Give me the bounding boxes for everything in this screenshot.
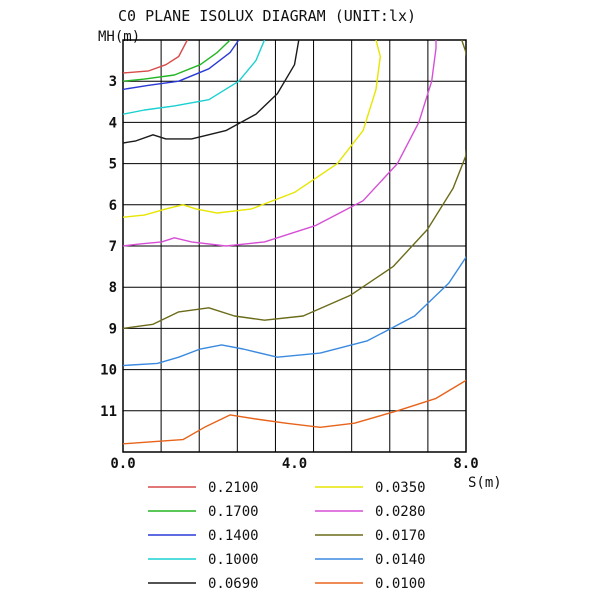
- y-tick-label: 5: [109, 157, 117, 173]
- isolux-line-0.0350: [123, 40, 381, 218]
- isolux-line-0.1400: [123, 40, 240, 91]
- legend-label: 0.0170: [375, 528, 426, 544]
- legend-label: 0.1000: [208, 552, 259, 568]
- x-tick-label: 4.0: [282, 456, 307, 472]
- isolux-line-0.0140: [123, 255, 466, 367]
- legend: 0.2100 0.1700 0.1400 0.1000 0.0690 0.0350 0.02…: [148, 480, 426, 592]
- grid: [122, 39, 467, 453]
- legend-label: 0.0690: [208, 576, 259, 592]
- x-tick-label: 0.0: [110, 456, 135, 472]
- y-tick-label: 3: [109, 74, 117, 90]
- isolux-curves: [123, 40, 466, 445]
- y-tick-label: 7: [109, 239, 117, 255]
- legend-label: 0.0280: [375, 504, 426, 520]
- isolux-line-0.0170: [123, 40, 466, 330]
- isolux-line-0.0100: [123, 379, 466, 445]
- y-tick-label: 10: [100, 363, 117, 379]
- legend-label: 0.2100: [208, 480, 259, 496]
- tick-labels: 3 4 5 6 7 8 9 10 11 0.0 4.0 8.0: [100, 74, 479, 472]
- isolux-line-0.2100: [123, 40, 188, 74]
- y-tick-label: 11: [100, 404, 117, 420]
- y-tick-label: 4: [109, 115, 117, 131]
- legend-label: 0.1700: [208, 504, 259, 520]
- legend-label: 0.0140: [375, 552, 426, 568]
- isolux-line-0.1000: [123, 40, 266, 115]
- legend-label: 0.1400: [208, 528, 259, 544]
- y-tick-label: 6: [109, 198, 117, 214]
- x-tick-label: 8.0: [453, 456, 478, 472]
- y-tick-label: 8: [109, 280, 117, 296]
- isolux-line-0.0690: [123, 40, 300, 144]
- isolux-line-0.1700: [123, 40, 231, 82]
- legend-label: 0.0100: [375, 576, 426, 592]
- isolux-line-0.0280: [123, 40, 437, 247]
- legend-label: 0.0350: [375, 480, 426, 496]
- chart-title: C0 PLANE ISOLUX DIAGRAM (UNIT:lx): [118, 7, 416, 25]
- y-tick-label: 9: [109, 321, 117, 337]
- y-axis-label: MH(m): [98, 29, 140, 45]
- x-axis-label: S(m): [468, 475, 502, 491]
